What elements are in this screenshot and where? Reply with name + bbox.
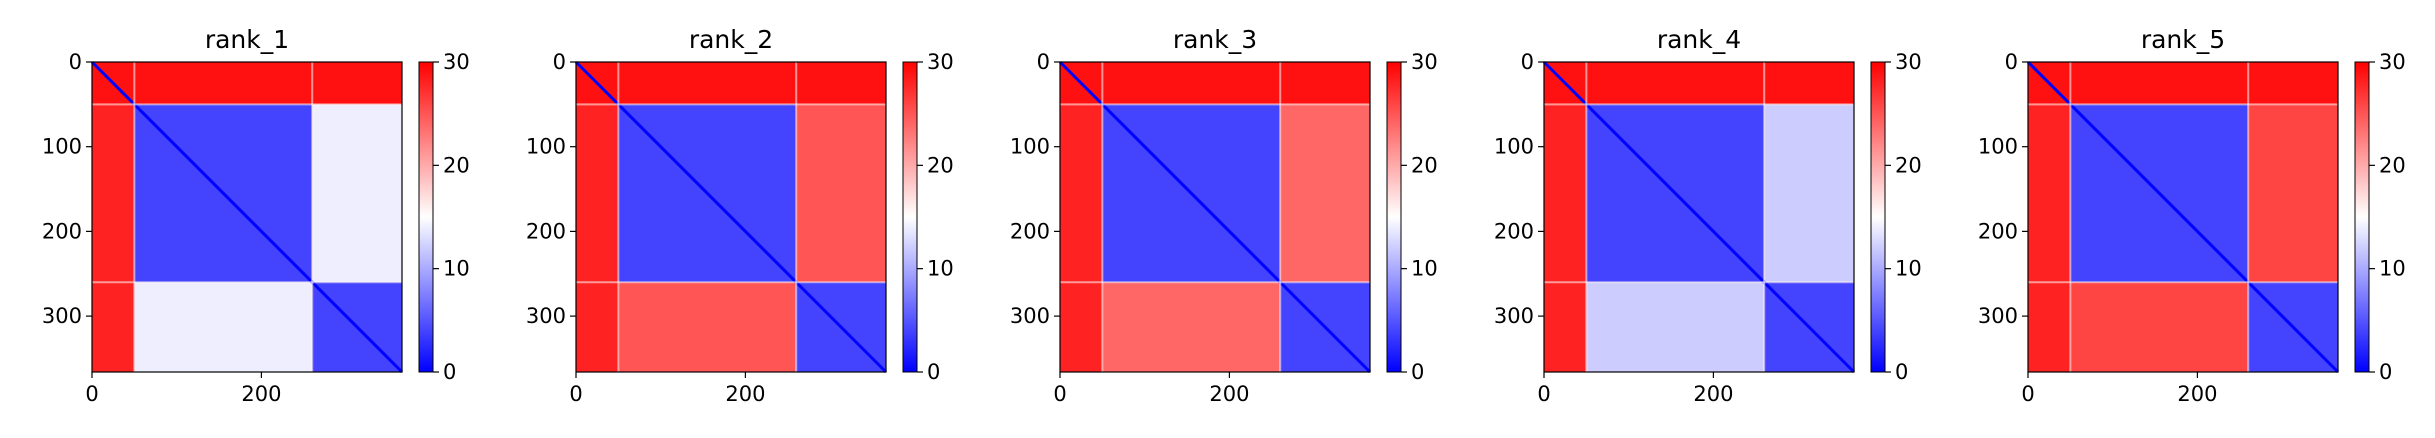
heatmap-panel-2: rank_2 0 100 200 300 0 200 0 10 20 30 xyxy=(526,25,954,406)
colorbar-tick-label: 20 xyxy=(443,153,470,177)
plot-frame xyxy=(91,61,403,373)
heatmap-block-4 xyxy=(1102,282,1281,372)
heatmap-panel-3: rank_3 0 100 200 300 0 200 0 10 20 30 xyxy=(1010,25,1438,406)
heatmap-block-6 xyxy=(576,104,619,372)
y-tick-label: 200 xyxy=(1978,219,2018,243)
plot-frame xyxy=(1543,61,1855,373)
x-tick-label: 200 xyxy=(725,382,765,406)
colorbar-tick-label: 30 xyxy=(443,50,470,74)
x-tick-label: 0 xyxy=(2021,382,2034,406)
y-tick-label: 300 xyxy=(42,304,82,328)
plot-frame xyxy=(1059,61,1371,373)
x-tick-label: 200 xyxy=(1209,382,1249,406)
heatmap-block-3 xyxy=(2248,104,2338,283)
colorbar xyxy=(1386,61,1402,373)
y-tick-label: 300 xyxy=(526,304,566,328)
colorbar-tick-label: 0 xyxy=(1411,360,1424,384)
heatmap-block-1 xyxy=(92,62,402,105)
heatmap-block-3 xyxy=(1280,104,1370,283)
chart-title: rank_4 xyxy=(1657,25,1741,54)
colorbar-tick-label: 30 xyxy=(1895,50,1922,74)
x-tick-label: 0 xyxy=(1053,382,1066,406)
colorbar-tick-label: 30 xyxy=(927,50,954,74)
colorbar-tick-label: 10 xyxy=(2379,257,2406,281)
heatmap-block-6 xyxy=(2028,104,2071,372)
heatmap-diagonal xyxy=(2026,60,2340,374)
heatmap-diagonal xyxy=(1542,60,1856,374)
x-tick-label: 200 xyxy=(241,382,281,406)
y-tick-label: 300 xyxy=(1010,304,1050,328)
colorbar xyxy=(902,61,918,373)
heatmap-panel-1: rank_1 0 100 200 300 0 200 0 10 20 30 xyxy=(42,25,470,406)
colorbar xyxy=(1870,61,1886,373)
x-tick-label: 200 xyxy=(1693,382,1733,406)
colorbar-tick-label: 0 xyxy=(927,360,940,384)
heatmap-block-6 xyxy=(1544,104,1587,372)
heatmap-block-4 xyxy=(2070,282,2249,372)
y-tick-label: 300 xyxy=(1494,304,1534,328)
colorbar-tick-label: 10 xyxy=(1411,257,1438,281)
colorbar-tick-label: 20 xyxy=(1411,153,1438,177)
y-tick-label: 100 xyxy=(42,135,82,159)
heatmap-panel-5: rank_5 0 100 200 300 0 200 0 10 20 30 xyxy=(1978,25,2406,406)
colorbar-tick-label: 20 xyxy=(2379,153,2406,177)
x-tick-label: 0 xyxy=(1537,382,1550,406)
colorbar-tick-label: 0 xyxy=(1895,360,1908,384)
colorbar-tick-label: 10 xyxy=(443,257,470,281)
y-tick-label: 200 xyxy=(1494,219,1534,243)
colorbar-tick-label: 30 xyxy=(2379,50,2406,74)
heatmap-block-4 xyxy=(1586,282,1765,372)
colorbar xyxy=(418,61,434,373)
heatmap-block-1 xyxy=(2028,62,2338,105)
chart-title: rank_1 xyxy=(205,25,289,54)
heatmap-block-3 xyxy=(796,104,886,283)
colorbar-tick-label: 10 xyxy=(927,257,954,281)
colorbar-tick-label: 0 xyxy=(443,360,456,384)
colorbar-tick-label: 20 xyxy=(927,153,954,177)
y-tick-label: 0 xyxy=(2005,50,2018,74)
colorbar-tick-label: 30 xyxy=(1411,50,1438,74)
colorbar-tick-label: 10 xyxy=(1895,257,1922,281)
y-tick-label: 100 xyxy=(526,135,566,159)
heatmap-diagonal xyxy=(1058,60,1372,374)
heatmap-block-6 xyxy=(92,104,135,372)
heatmap-block-1 xyxy=(1060,62,1370,105)
heatmap-block-4 xyxy=(134,282,313,372)
heatmap-block-4 xyxy=(618,282,797,372)
y-tick-label: 0 xyxy=(553,50,566,74)
x-tick-label: 0 xyxy=(569,382,582,406)
heatmap-block-3 xyxy=(1764,104,1854,283)
y-tick-label: 100 xyxy=(1010,135,1050,159)
chart-title: rank_5 xyxy=(2141,25,2225,54)
chart-title: rank_3 xyxy=(1173,25,1257,54)
y-tick-label: 0 xyxy=(69,50,82,74)
heatmap-diagonal xyxy=(574,60,888,374)
y-tick-label: 0 xyxy=(1521,50,1534,74)
y-tick-label: 100 xyxy=(1978,135,2018,159)
x-tick-label: 200 xyxy=(2177,382,2217,406)
heatmap-diagonal xyxy=(90,60,404,374)
colorbar-tick-label: 0 xyxy=(2379,360,2392,384)
y-tick-label: 300 xyxy=(1978,304,2018,328)
y-tick-label: 200 xyxy=(42,219,82,243)
heatmap-block-6 xyxy=(1060,104,1103,372)
heatmap-block-3 xyxy=(312,104,402,283)
x-tick-label: 0 xyxy=(85,382,98,406)
y-tick-label: 0 xyxy=(1037,50,1050,74)
heatmap-block-1 xyxy=(1544,62,1854,105)
heatmap-panel-4: rank_4 0 100 200 300 0 200 0 10 20 30 xyxy=(1494,25,1922,406)
plot-frame xyxy=(575,61,887,373)
y-tick-label: 200 xyxy=(1010,219,1050,243)
heatmap-block-1 xyxy=(576,62,886,105)
colorbar xyxy=(2354,61,2370,373)
colorbar-tick-label: 20 xyxy=(1895,153,1922,177)
y-tick-label: 200 xyxy=(526,219,566,243)
y-tick-label: 100 xyxy=(1494,135,1534,159)
plot-frame xyxy=(2027,61,2339,373)
chart-title: rank_2 xyxy=(689,25,773,54)
